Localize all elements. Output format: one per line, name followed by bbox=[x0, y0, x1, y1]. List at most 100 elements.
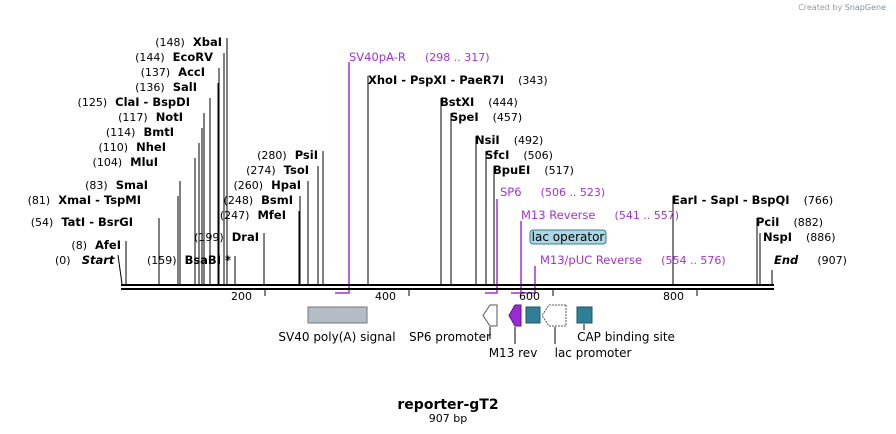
site-position: (886) bbox=[806, 231, 836, 244]
lac-operator-label: lac operator bbox=[532, 230, 605, 244]
site-label-bsmi[interactable]: (248) BsmI bbox=[224, 193, 293, 207]
site-name: BmtI bbox=[143, 125, 174, 139]
primer-label-sp6[interactable]: SP6 (506 .. 523) bbox=[500, 181, 605, 200]
primer-range: (298 .. 317) bbox=[425, 51, 490, 64]
site-name: SfcI bbox=[485, 148, 509, 162]
site-label-drai[interactable]: (199) DraI bbox=[194, 230, 259, 244]
site-label-pcii[interactable]: PciI (882) bbox=[756, 215, 823, 229]
site-position: (110) bbox=[99, 141, 129, 154]
site-label-tati-bsrgi[interactable]: (54) TatI - BsrGI bbox=[31, 215, 133, 229]
site-label-sali[interactable]: (136) SalI bbox=[135, 80, 197, 94]
site-name: TsoI bbox=[284, 163, 309, 177]
site-connector-lines bbox=[125, 38, 761, 284]
map-length: 907 bp bbox=[429, 412, 467, 425]
site-label-acci[interactable]: (137) AccI bbox=[141, 65, 205, 79]
site-label-bmti[interactable]: (114) BmtI bbox=[106, 125, 174, 139]
sv40-polya-signal-box[interactable] bbox=[307, 306, 368, 324]
site-name: TatI - BsrGI bbox=[61, 215, 133, 229]
site-name: MfeI bbox=[257, 208, 286, 222]
site-label-nsii[interactable]: NsiI (492) bbox=[475, 133, 543, 147]
lac-operator-feature[interactable]: lac operator bbox=[529, 229, 607, 245]
lac-promoter-arrow[interactable] bbox=[541, 304, 567, 327]
site-label-xhoi-pspxi-paer7i[interactable]: XhoI - PspXI - PaeR7I (343) bbox=[368, 73, 548, 87]
site-position: (159) bbox=[147, 254, 177, 267]
primer-label-sv40pa-r[interactable]: SV40pA-R (298 .. 317) bbox=[349, 46, 490, 65]
primer-mark-m13-reverse[interactable] bbox=[511, 221, 522, 294]
m13-rev-label: M13 rev bbox=[489, 346, 538, 360]
site-label-mfei[interactable]: (247) MfeI bbox=[220, 208, 286, 222]
site-name: BsaBI * bbox=[185, 253, 231, 267]
site-position: (274) bbox=[246, 164, 276, 177]
site-name: AccI bbox=[178, 65, 205, 79]
lac-operator-box[interactable] bbox=[525, 306, 541, 324]
site-name: ClaI - BspDI bbox=[115, 95, 190, 109]
site-name: XmaI - TspMI bbox=[58, 193, 141, 207]
site-label-bsabi[interactable]: (159) BsaBI * bbox=[147, 253, 231, 267]
site-position: (882) bbox=[793, 216, 823, 229]
site-label-ecorv[interactable]: (144) EcoRV bbox=[135, 50, 213, 64]
site-position: (248) bbox=[224, 194, 254, 207]
primer-label-m13puc-reverse[interactable]: M13/pUC Reverse (554 .. 576) bbox=[540, 249, 726, 268]
site-position: (104) bbox=[93, 156, 123, 169]
site-label-xmai-tspmi[interactable]: (81) XmaI - TspMI bbox=[28, 193, 141, 207]
site-label-eari-sapi-bspqi[interactable]: EarI - SapI - BspQI (766) bbox=[672, 193, 833, 207]
primer-mark-sp6[interactable] bbox=[485, 199, 498, 294]
credit-watermark: Created by SnapGene bbox=[798, 3, 886, 12]
scale-ticks bbox=[264, 290, 698, 296]
start-label[interactable]: (0) Start bbox=[55, 249, 115, 268]
site-name: XbaI bbox=[193, 35, 222, 49]
site-position: (8) bbox=[71, 239, 87, 252]
site-name: SalI bbox=[173, 80, 197, 94]
cap-binding-site-box[interactable] bbox=[576, 306, 593, 324]
site-label-nspi[interactable]: NspI (886) bbox=[763, 230, 836, 244]
site-name: EarI - SapI - BspQI bbox=[672, 193, 790, 207]
primer-mark-m13puc-reverse[interactable] bbox=[521, 266, 536, 294]
site-label-spei[interactable]: SpeI (457) bbox=[450, 110, 522, 124]
start-connector bbox=[117, 254, 123, 285]
site-name: NsiI bbox=[475, 133, 500, 147]
site-label-bpuei[interactable]: BpuEI (517) bbox=[493, 163, 574, 177]
primer-range: (554 .. 576) bbox=[661, 254, 726, 267]
primer-label-m13-reverse[interactable]: M13 Reverse (541 .. 557) bbox=[521, 204, 679, 223]
snapgene-logo: SnapGene bbox=[844, 3, 886, 12]
site-name: BsmI bbox=[261, 193, 293, 207]
tick-label-800: 800 bbox=[663, 290, 684, 303]
site-label-smai[interactable]: (83) SmaI bbox=[85, 178, 148, 192]
site-position: (457) bbox=[493, 111, 523, 124]
site-position: (81) bbox=[28, 194, 51, 207]
site-name: AfeI bbox=[95, 238, 121, 252]
site-label-bstxi[interactable]: BstXI (444) bbox=[440, 95, 518, 109]
site-name: MluI bbox=[130, 155, 158, 169]
sp6-promoter-arrow[interactable] bbox=[482, 304, 498, 327]
site-label-hpai[interactable]: (260) HpaI bbox=[234, 178, 302, 192]
start-name: Start bbox=[82, 253, 115, 267]
site-label-noti[interactable]: (117) NotI bbox=[118, 110, 183, 124]
site-label-tsoi[interactable]: (274) TsoI bbox=[246, 163, 309, 177]
site-name: SpeI bbox=[450, 110, 479, 124]
site-name: HpaI bbox=[271, 178, 301, 192]
site-label-mlui[interactable]: (104) MluI bbox=[93, 155, 158, 169]
m13-rev-arrow[interactable] bbox=[508, 304, 522, 327]
feature-leaders bbox=[489, 324, 585, 344]
primer-name: SP6 bbox=[500, 185, 522, 199]
site-position: (517) bbox=[544, 164, 574, 177]
site-label-xbai[interactable]: (148) XbaI bbox=[155, 35, 222, 49]
site-label-sfci[interactable]: SfcI (506) bbox=[485, 148, 553, 162]
site-label-nhei[interactable]: (110) NheI bbox=[99, 140, 166, 154]
site-label-psii[interactable]: (280) PsiI bbox=[257, 148, 318, 162]
site-position: (54) bbox=[31, 216, 54, 229]
start-position: (0) bbox=[55, 254, 71, 267]
primer-mark-sv40pa-r[interactable] bbox=[335, 62, 350, 294]
site-name: DraI bbox=[232, 230, 259, 244]
site-name: NheI bbox=[136, 140, 166, 154]
lac-promoter-label: lac promoter bbox=[555, 346, 632, 360]
site-label-clai-bspdi[interactable]: (125) ClaI - BspDI bbox=[78, 95, 190, 109]
end-position: (907) bbox=[817, 254, 847, 267]
site-name: NotI bbox=[156, 110, 183, 124]
site-label-afei[interactable]: (8) AfeI bbox=[71, 238, 121, 252]
tick-label-400: 400 bbox=[375, 290, 396, 303]
site-name: BpuEI bbox=[493, 163, 530, 177]
site-name: SmaI bbox=[116, 178, 148, 192]
end-label[interactable]: End (907) bbox=[774, 249, 847, 268]
